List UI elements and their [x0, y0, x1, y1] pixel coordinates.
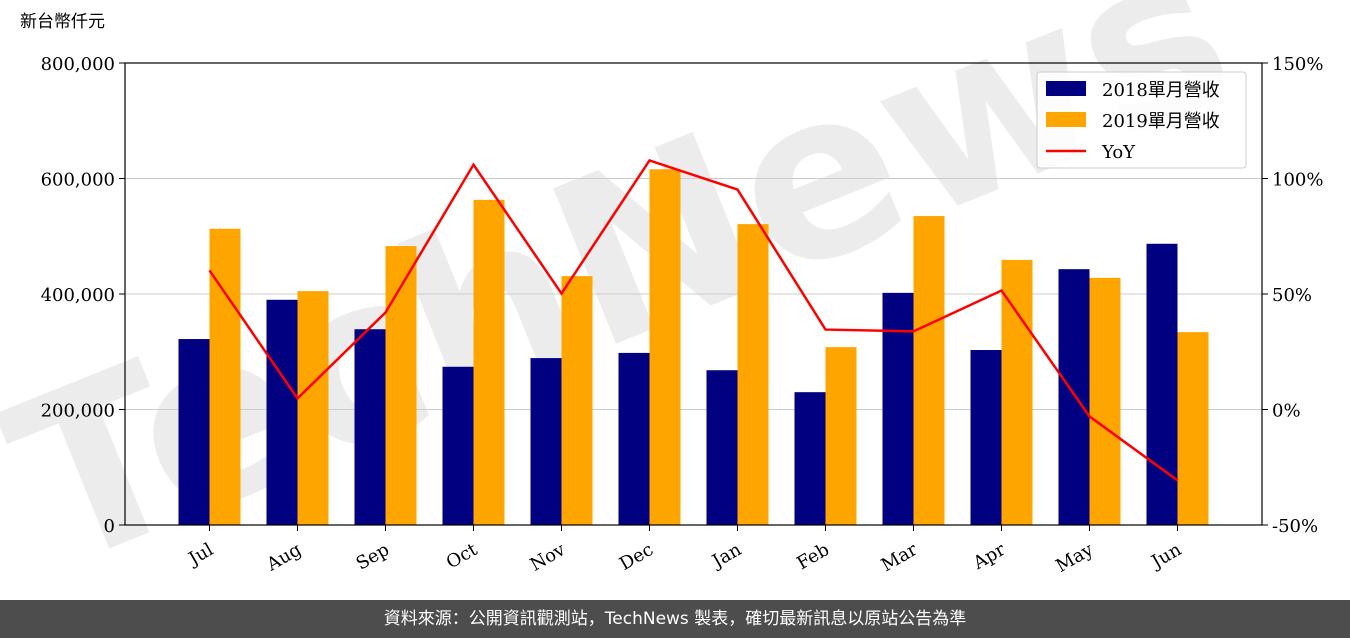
bar [1001, 259, 1033, 525]
y2-tick-label: -50% [1272, 516, 1318, 537]
line [208, 158, 1179, 482]
x-tick-label: Jan [707, 539, 745, 573]
x-tick-label: Jun [1146, 539, 1185, 574]
bar [706, 370, 738, 525]
y-tick-label: 0 [104, 516, 115, 537]
bar [1058, 269, 1090, 525]
x-tick-label: Mar [878, 539, 922, 576]
bar [178, 339, 210, 525]
y-axis-label: 新台幣仟元 [20, 12, 105, 32]
legend-swatch [1046, 81, 1086, 96]
bar [297, 291, 329, 525]
bar [913, 216, 945, 525]
bar [794, 392, 826, 525]
chart: 新台幣仟元 TechNews0200,000400,000600,000800,… [0, 0, 1323, 600]
bar [266, 299, 298, 525]
bar [618, 352, 650, 525]
y2-tick-label: 100% [1272, 170, 1323, 191]
x-tick-label: Apr [969, 539, 1009, 574]
bar [1146, 243, 1178, 525]
source-footer: 資料來源：公開資訊觀測站，TechNews 製表，確切最新訊息以原站公告為準 [0, 600, 1350, 638]
bar [825, 347, 857, 525]
bar [1177, 332, 1209, 525]
x-tick-label: Dec [616, 539, 657, 575]
y2-tick-label: 0% [1272, 401, 1301, 422]
x-tick-label: Nov [527, 539, 570, 576]
bar [737, 224, 769, 525]
y-tick-label: 400,000 [41, 285, 115, 306]
bar [649, 169, 681, 525]
legend-swatch [1046, 112, 1086, 127]
y2-tick-label: 50% [1272, 285, 1312, 306]
legend-box [1036, 71, 1247, 169]
bar [385, 246, 417, 525]
bar [561, 276, 593, 525]
y-tick-label: 800,000 [41, 54, 115, 75]
x-tick-label: Aug [262, 539, 305, 576]
x-tick-label: Sep [353, 539, 393, 574]
legend-label: 2018單月營收 [1102, 80, 1220, 101]
legend-label: 2019單月營收 [1102, 111, 1220, 132]
x-tick-label: Feb [793, 539, 833, 574]
y-tick-label: 600,000 [41, 170, 115, 191]
bar [882, 292, 914, 525]
x-tick-label: May [1052, 539, 1097, 577]
bar [970, 350, 1002, 525]
plot-frame [124, 62, 1263, 526]
y2-tick-label: 150% [1272, 54, 1323, 75]
legend-label: YoY [1101, 142, 1136, 163]
bar [209, 228, 241, 525]
x-tick-label: Oct [443, 539, 482, 574]
bar [354, 329, 386, 525]
bar [530, 358, 562, 525]
bar [1089, 277, 1121, 525]
bar [442, 366, 474, 525]
y-tick-label: 200,000 [41, 401, 115, 422]
legend: 2018單月營收 2019單月營收 YoY [1036, 71, 1247, 169]
bar [473, 199, 505, 525]
